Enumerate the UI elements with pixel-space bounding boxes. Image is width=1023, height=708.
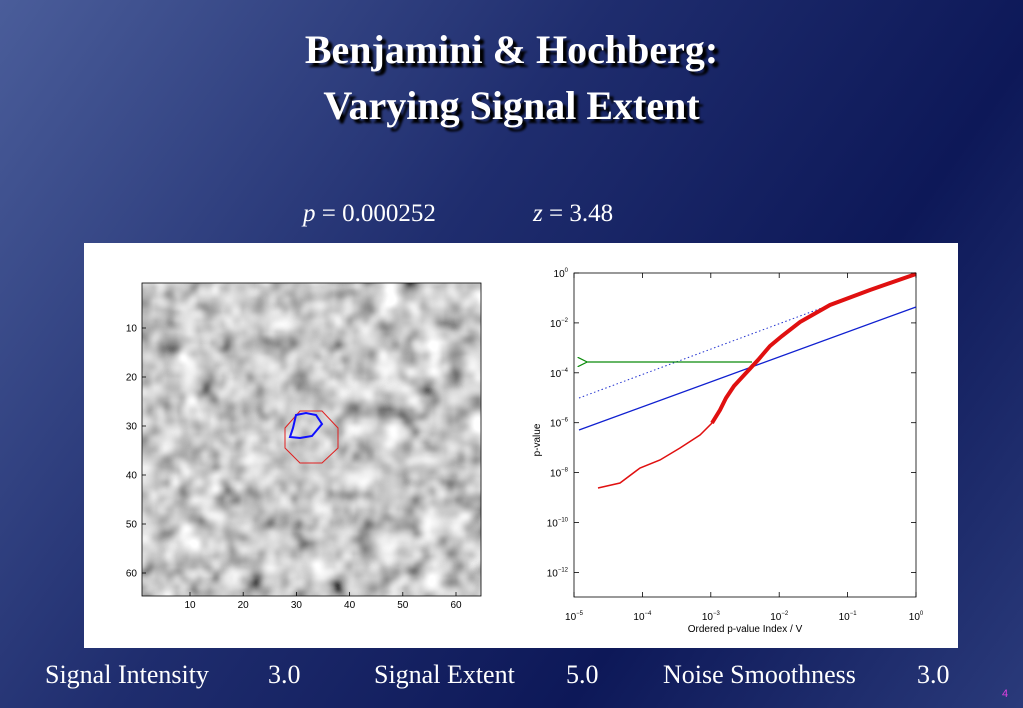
x-tick-label: 50 <box>397 600 409 611</box>
tick-base: 10 <box>770 612 782 623</box>
y-tick-label: 10−10 <box>547 518 569 530</box>
y-tick-label: 60 <box>126 569 138 580</box>
y-tick-label: 40 <box>126 471 138 482</box>
page-number: 4 <box>1002 688 1009 700</box>
y-tick-label: 100 <box>554 268 569 280</box>
true-signal-outline <box>284 410 339 464</box>
title-line: Varying Signal Extent <box>323 83 700 128</box>
tick-base: 10 <box>554 269 566 280</box>
tick-exponent: 0 <box>565 268 569 274</box>
y-tick-label: 50 <box>126 520 138 531</box>
y-tick-label: 10−2 <box>550 318 569 330</box>
tick-base: 10 <box>565 612 577 623</box>
var: z <box>533 200 543 227</box>
tick-exponent: −2 <box>561 318 569 324</box>
footer-label: Noise Smoothness <box>663 660 856 689</box>
tick-exponent: −5 <box>576 611 584 617</box>
tick-exponent: −6 <box>561 418 569 424</box>
x-tick-label: 10−3 <box>702 611 721 623</box>
y-tick-label: 10−12 <box>547 567 569 579</box>
var: p <box>303 200 316 227</box>
tick-base: 10 <box>702 612 714 623</box>
x-tick-label: 10−4 <box>633 611 652 623</box>
title-line: Benjamini & Hochberg: <box>304 27 719 72</box>
x-tick-label: 20 <box>238 600 250 611</box>
tick-base: 10 <box>550 319 562 330</box>
noise-image <box>142 283 481 596</box>
p-stat: p = 0.000252 <box>303 200 436 228</box>
x-tick-label: 60 <box>450 600 462 611</box>
x-axis-label: Ordered p-value Index / V <box>688 624 803 635</box>
tick-exponent: −3 <box>713 611 721 617</box>
image-frame <box>141 282 482 597</box>
pvalue-curve-dense <box>710 272 917 425</box>
footer-value: 5.0 <box>566 660 599 689</box>
value: = 0.000252 <box>321 200 436 227</box>
y-tick-label: 20 <box>126 373 138 384</box>
x-tick-label: 10−2 <box>770 611 789 623</box>
tick-base: 10 <box>909 612 921 623</box>
tick-base: 10 <box>550 419 562 430</box>
y-tick-label: 30 <box>126 422 138 433</box>
tick-exponent: −12 <box>558 567 569 573</box>
tick-exponent: −8 <box>561 468 569 474</box>
tick-base: 10 <box>839 612 851 623</box>
tick-exponent: −2 <box>781 611 789 617</box>
tick-base: 10 <box>550 369 562 380</box>
tick-exponent: −10 <box>558 518 569 524</box>
tick-base: 10 <box>633 612 645 623</box>
detected-region <box>288 411 324 440</box>
y-tick-label: 10−8 <box>550 468 569 480</box>
footer-label: Signal Intensity <box>45 660 209 689</box>
tick-exponent: −4 <box>645 611 653 617</box>
tick-exponent: −1 <box>850 611 858 617</box>
x-tick-label: 40 <box>344 600 356 611</box>
tick-base: 10 <box>550 469 562 480</box>
plot-frame <box>573 272 917 598</box>
footer-value: 3.0 <box>268 660 301 689</box>
footer-value: 3.0 <box>917 660 950 689</box>
x-tick-label: 10 <box>184 600 196 611</box>
tick-base: 10 <box>547 519 559 530</box>
z-stat: z = 3.48 <box>533 200 613 228</box>
tick-base: 10 <box>547 568 559 579</box>
value: = 3.48 <box>548 200 614 227</box>
x-tick-label: 10−1 <box>839 611 858 623</box>
y-tick-label: 10−4 <box>550 368 569 380</box>
tick-exponent: −4 <box>561 368 569 374</box>
tick-exponent: 0 <box>920 611 924 617</box>
y-tick-label: 10−6 <box>550 418 569 430</box>
x-tick-label: 10−5 <box>565 611 584 623</box>
y-axis-label: p-value <box>532 423 543 456</box>
x-tick-label: 30 <box>291 600 303 611</box>
x-tick-label: 100 <box>909 611 924 623</box>
y-tick-label: 10 <box>126 324 138 335</box>
footer-label: Signal Extent <box>374 660 515 689</box>
